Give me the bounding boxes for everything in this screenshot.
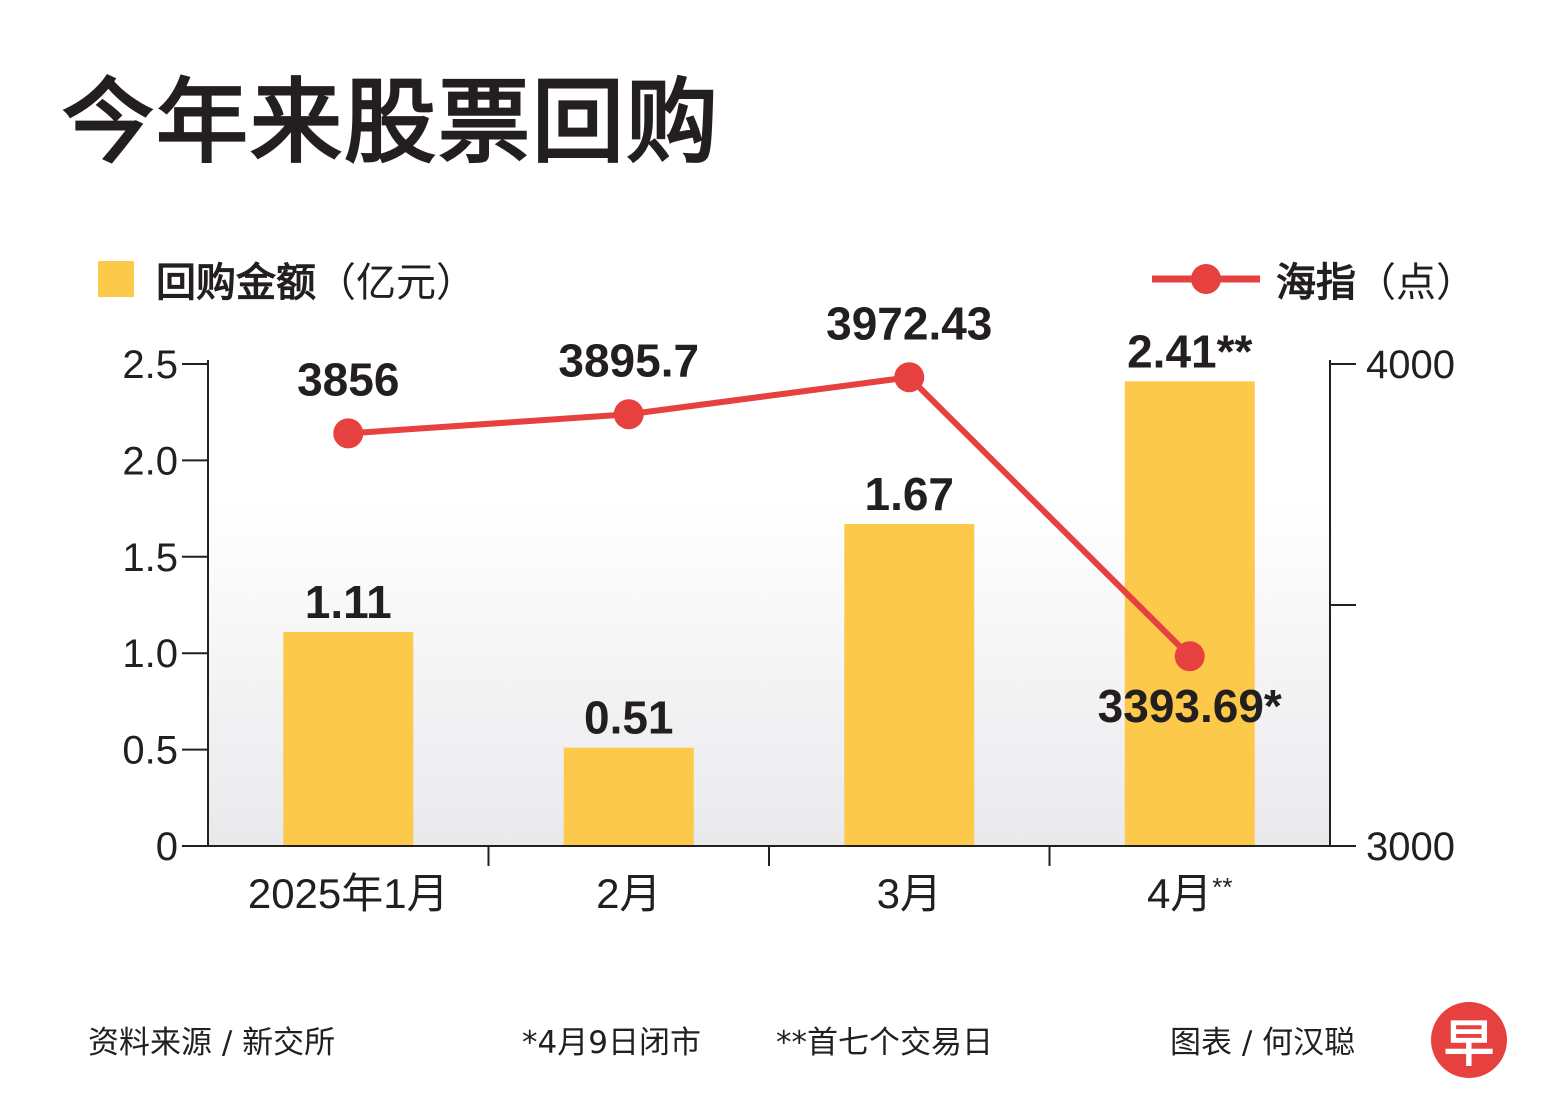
bar-1 bbox=[283, 631, 414, 846]
bar-3 bbox=[844, 524, 975, 846]
left-tick-label: 0 bbox=[156, 825, 178, 869]
bar-value-label: 1.11 bbox=[305, 576, 392, 628]
left-tick-label: 1.5 bbox=[122, 536, 178, 580]
index-point bbox=[333, 418, 364, 449]
left-tick-label: 1.0 bbox=[122, 632, 178, 676]
bar-value-label: 2.41** bbox=[1127, 325, 1252, 377]
chart-credit: 图表 / 何汉聪 bbox=[1170, 1025, 1356, 1061]
index-line bbox=[348, 374, 1192, 659]
line-value-label: 3895.7 bbox=[558, 334, 699, 386]
left-tick-label: 0.5 bbox=[122, 729, 178, 773]
legend-line-unit: （点） bbox=[1356, 260, 1476, 306]
legend-bar-entry: 回购金额 （亿元） bbox=[98, 250, 476, 308]
source-note: 资料来源 / 新交所 bbox=[88, 1025, 336, 1061]
bar-2 bbox=[563, 747, 694, 846]
footnote-closing-date: *4月9日闭市 bbox=[522, 1025, 701, 1061]
legend-bar-swatch bbox=[98, 261, 134, 297]
x-tick-label: 2月 bbox=[596, 870, 661, 917]
right-tick-label: 4000 bbox=[1366, 343, 1455, 387]
footnote-trading-days: **首七个交易日 bbox=[776, 1025, 993, 1061]
legend-line-swatch bbox=[1152, 264, 1260, 294]
left-tick-label: 2.0 bbox=[122, 439, 178, 483]
x-tick-label: 4月** bbox=[1147, 870, 1233, 917]
x-tick-label: 3月 bbox=[877, 870, 942, 917]
line-value-label: 3856 bbox=[297, 353, 399, 405]
legend-bar-unit: （亿元） bbox=[316, 260, 476, 306]
index-point bbox=[894, 362, 925, 393]
legend-line-entry: 海指 （点） bbox=[1150, 250, 1476, 308]
x-tick-label: 2025年1月 bbox=[248, 870, 449, 917]
legend-bar-label: 回购金额 bbox=[156, 260, 316, 306]
bar-value-label: 0.51 bbox=[584, 692, 674, 744]
right-tick-label: 3000 bbox=[1366, 825, 1455, 869]
index-point bbox=[613, 399, 644, 430]
left-tick-label: 2.5 bbox=[122, 343, 178, 387]
index-point bbox=[1174, 641, 1205, 672]
bar-value-label: 1.67 bbox=[864, 468, 954, 520]
legend-line-label: 海指 bbox=[1276, 260, 1356, 306]
line-value-label: 3972.43 bbox=[826, 297, 992, 349]
chart-title: 今年来股票回购 bbox=[62, 69, 721, 176]
publisher-logo: 早 bbox=[1431, 1002, 1507, 1078]
line-value-label: 3393.69* bbox=[1098, 680, 1282, 732]
